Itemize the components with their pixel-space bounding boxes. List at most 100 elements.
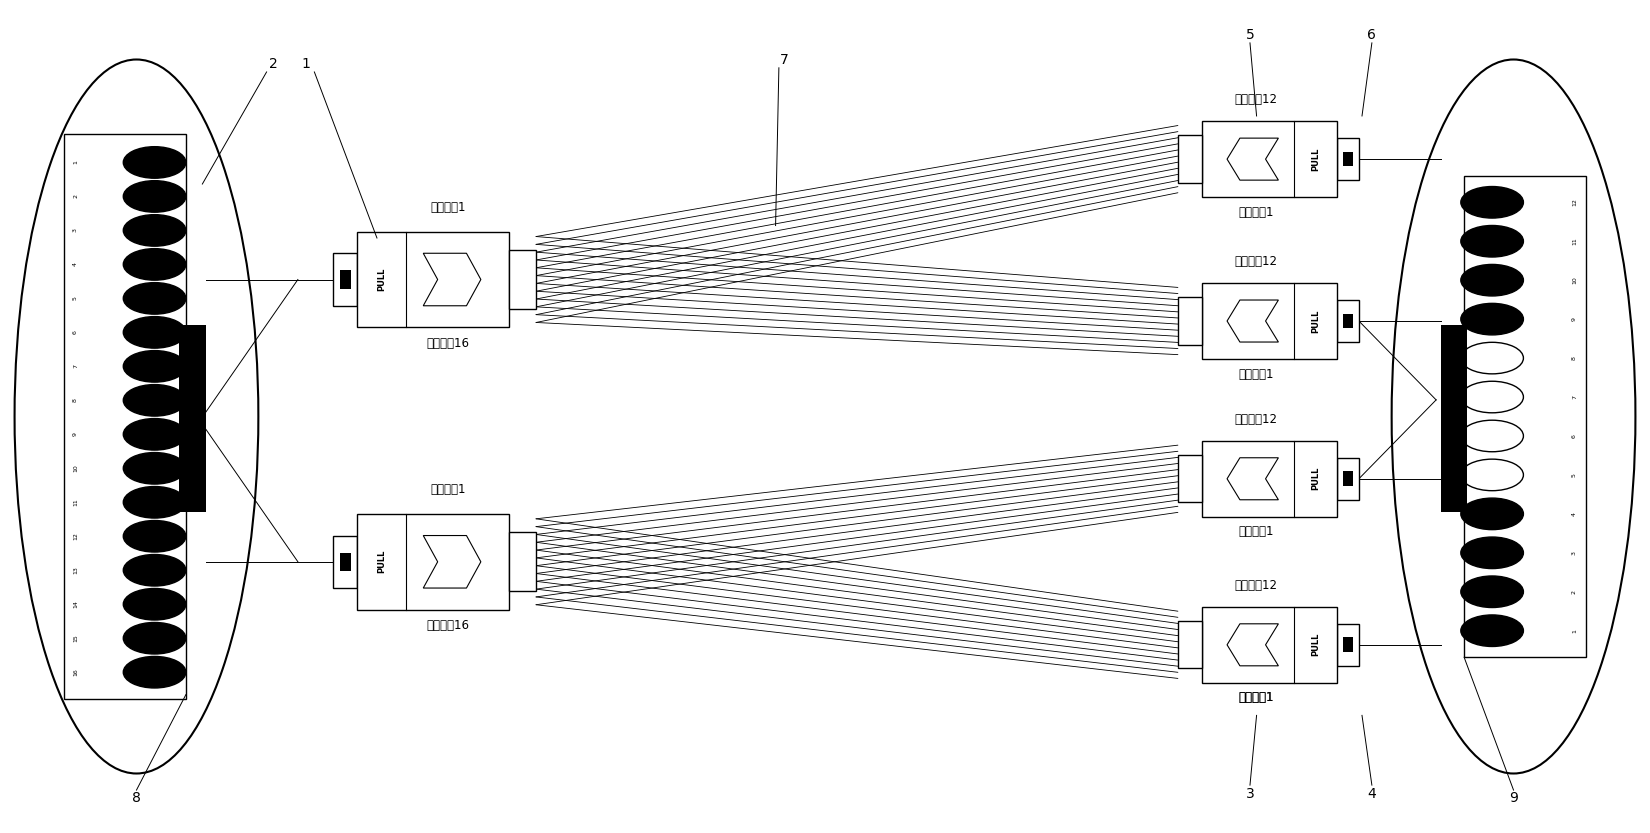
- Text: 7: 7: [73, 364, 78, 368]
- Text: 光纤位置12: 光纤位置12: [1234, 412, 1277, 426]
- Text: 13: 13: [73, 566, 78, 574]
- Text: 2: 2: [73, 194, 78, 198]
- Text: 光纤位置12: 光纤位置12: [1234, 255, 1277, 268]
- Bar: [1343, 471, 1353, 486]
- Text: 14: 14: [73, 601, 78, 608]
- Bar: [1336, 458, 1360, 500]
- Circle shape: [124, 555, 186, 586]
- Text: 16: 16: [73, 668, 78, 676]
- Text: 光纤位置1: 光纤位置1: [431, 483, 465, 496]
- Bar: [333, 253, 356, 306]
- Circle shape: [124, 418, 186, 450]
- Text: 7: 7: [779, 52, 789, 67]
- Text: 光纤位置1: 光纤位置1: [1239, 206, 1274, 218]
- Circle shape: [124, 351, 186, 382]
- Text: 11: 11: [73, 498, 78, 506]
- Text: 8: 8: [73, 398, 78, 402]
- Bar: [1336, 624, 1360, 666]
- Bar: [340, 552, 350, 571]
- Text: 1: 1: [73, 161, 78, 164]
- Text: 3: 3: [73, 228, 78, 232]
- Circle shape: [1460, 537, 1523, 569]
- Bar: [508, 250, 536, 309]
- Text: 1: 1: [1572, 629, 1577, 632]
- Text: 光纤位置12: 光纤位置12: [1234, 93, 1277, 106]
- Text: 9: 9: [1510, 791, 1518, 806]
- Text: 10: 10: [73, 465, 78, 472]
- Circle shape: [124, 622, 186, 654]
- Circle shape: [124, 486, 186, 518]
- Bar: [1203, 283, 1336, 359]
- Text: 光纤位置1: 光纤位置1: [1239, 367, 1274, 381]
- Polygon shape: [1228, 624, 1279, 666]
- Circle shape: [1460, 576, 1523, 607]
- Bar: [1178, 621, 1203, 669]
- Circle shape: [124, 147, 186, 178]
- Circle shape: [1460, 226, 1523, 257]
- Bar: [1343, 152, 1353, 167]
- Bar: [1203, 121, 1336, 197]
- Text: 5: 5: [1246, 27, 1254, 42]
- Circle shape: [1460, 498, 1523, 530]
- Text: PULL: PULL: [1312, 147, 1320, 171]
- Text: 5: 5: [1572, 473, 1577, 476]
- Text: 7: 7: [1572, 395, 1577, 399]
- Circle shape: [1460, 342, 1523, 374]
- Bar: [1336, 300, 1360, 342]
- Circle shape: [124, 317, 186, 348]
- Text: 10: 10: [1572, 277, 1577, 284]
- Text: PULL: PULL: [1312, 633, 1320, 656]
- Text: 2: 2: [269, 57, 277, 71]
- Bar: [1178, 136, 1203, 182]
- Text: PULL: PULL: [1312, 309, 1320, 332]
- Bar: [1464, 176, 1586, 657]
- Text: 光纤位置1: 光纤位置1: [1239, 526, 1274, 538]
- Text: 12: 12: [1572, 198, 1577, 207]
- Circle shape: [1460, 264, 1523, 296]
- Bar: [1203, 606, 1336, 683]
- Circle shape: [124, 588, 186, 620]
- Bar: [180, 325, 206, 512]
- Text: 光纤位置1: 光纤位置1: [1239, 691, 1274, 705]
- Text: 光纤位置16: 光纤位置16: [427, 620, 470, 632]
- Circle shape: [1460, 187, 1523, 218]
- Text: 2: 2: [1572, 590, 1577, 594]
- Text: PULL: PULL: [1312, 467, 1320, 491]
- Text: 6: 6: [1368, 27, 1376, 42]
- Bar: [356, 514, 508, 610]
- Circle shape: [1460, 459, 1523, 491]
- Text: 光纤位置12: 光纤位置12: [1234, 579, 1277, 591]
- Bar: [508, 532, 536, 591]
- Text: 9: 9: [73, 432, 78, 436]
- Circle shape: [124, 248, 186, 280]
- Text: 4: 4: [1572, 511, 1577, 516]
- Text: 6: 6: [1572, 434, 1577, 438]
- Text: PULL: PULL: [376, 550, 386, 573]
- Bar: [1336, 138, 1360, 180]
- Circle shape: [124, 656, 186, 688]
- Bar: [64, 134, 186, 699]
- Bar: [1343, 314, 1353, 328]
- Text: 8: 8: [132, 791, 140, 806]
- Text: 8: 8: [1572, 357, 1577, 360]
- Bar: [1440, 325, 1467, 512]
- Circle shape: [1460, 382, 1523, 413]
- Circle shape: [124, 282, 186, 314]
- Polygon shape: [1228, 458, 1279, 500]
- Circle shape: [124, 181, 186, 212]
- Text: 光纤位置1: 光纤位置1: [1239, 691, 1274, 705]
- Text: 光纤位置16: 光纤位置16: [427, 337, 470, 350]
- Polygon shape: [424, 536, 480, 588]
- Text: PULL: PULL: [376, 268, 386, 292]
- Text: 5: 5: [73, 297, 78, 301]
- Text: 4: 4: [73, 262, 78, 267]
- Circle shape: [1460, 615, 1523, 646]
- Polygon shape: [1228, 138, 1279, 180]
- Ellipse shape: [1391, 59, 1635, 774]
- Bar: [333, 536, 356, 588]
- Ellipse shape: [15, 59, 259, 774]
- Bar: [1343, 637, 1353, 652]
- Bar: [1178, 297, 1203, 345]
- Bar: [1178, 455, 1203, 502]
- Text: 光纤位置1: 光纤位置1: [431, 201, 465, 213]
